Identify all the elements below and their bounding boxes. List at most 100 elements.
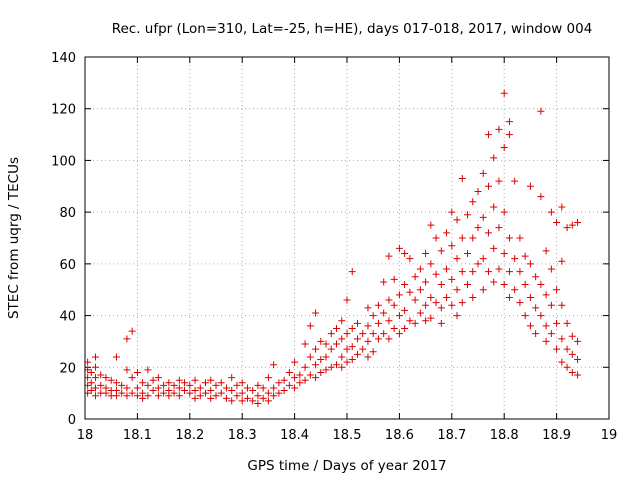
- data-point: [422, 250, 430, 258]
- data-point: [416, 309, 424, 317]
- y-axis-title: STEC from uqrg / TECUs: [6, 157, 22, 319]
- data-point: [437, 319, 445, 327]
- data-point: [474, 187, 482, 195]
- data-point: [139, 394, 147, 402]
- data-point: [395, 330, 403, 338]
- data-point: [353, 319, 361, 327]
- data-point: [191, 376, 199, 384]
- data-point: [411, 296, 419, 304]
- data-point: [448, 208, 456, 216]
- data-point: [139, 379, 147, 387]
- data-point: [553, 319, 561, 327]
- data-point: [401, 281, 409, 289]
- data-point: [312, 309, 320, 317]
- data-point: [406, 255, 414, 263]
- data-point: [500, 144, 508, 151]
- data-point: [91, 392, 99, 400]
- data-point: [505, 131, 513, 139]
- data-point: [558, 335, 566, 343]
- data-point: [537, 312, 545, 320]
- data-point: [306, 371, 314, 379]
- y-tick-label: 60: [59, 258, 76, 273]
- data-point: [91, 374, 99, 382]
- data-point: [469, 268, 477, 276]
- data-point: [574, 356, 582, 364]
- data-point: [432, 270, 440, 278]
- data-point: [390, 301, 398, 309]
- data-point: [464, 211, 472, 219]
- data-point: [191, 387, 199, 395]
- data-point: [432, 234, 440, 242]
- data-point: [333, 340, 341, 348]
- data-point: [296, 379, 304, 387]
- data-point: [327, 330, 335, 338]
- data-point: [149, 387, 157, 395]
- data-point: [133, 384, 141, 392]
- data-point: [537, 107, 545, 115]
- data-point: [385, 252, 393, 260]
- data-point: [479, 286, 487, 294]
- data-point: [422, 301, 430, 309]
- data-point: [547, 208, 555, 216]
- data-point: [505, 118, 513, 126]
- x-tick-label: 18.8: [490, 428, 519, 443]
- data-point: [568, 221, 576, 229]
- data-point: [264, 397, 272, 405]
- data-point: [495, 224, 503, 232]
- data-point: [87, 387, 95, 395]
- data-point: [500, 89, 508, 97]
- data-point: [317, 337, 325, 345]
- data-point: [448, 301, 456, 309]
- data-point: [427, 221, 435, 229]
- data-point: [238, 389, 246, 397]
- data-point: [154, 384, 162, 392]
- data-point: [500, 250, 508, 258]
- data-point: [133, 392, 141, 400]
- data-point: [186, 381, 194, 389]
- data-point: [84, 366, 92, 374]
- data-point: [416, 265, 424, 273]
- data-point: [348, 268, 356, 276]
- data-point: [249, 387, 257, 395]
- data-point: [322, 353, 330, 361]
- data-point: [317, 368, 325, 376]
- data-point: [516, 234, 524, 242]
- data-point: [547, 301, 555, 309]
- data-point: [516, 268, 524, 276]
- data-point: [516, 299, 524, 307]
- data-point: [574, 337, 582, 345]
- data-point: [385, 296, 393, 304]
- data-point: [563, 224, 571, 232]
- data-point: [453, 286, 461, 294]
- data-point: [338, 317, 346, 325]
- data-point: [364, 304, 372, 312]
- data-point: [563, 345, 571, 353]
- data-point: [422, 278, 430, 286]
- data-point: [443, 265, 451, 273]
- data-point: [217, 379, 225, 387]
- data-point: [401, 250, 409, 258]
- data-point: [374, 301, 382, 309]
- data-point: [406, 317, 414, 325]
- data-point: [479, 213, 487, 221]
- data-point: [112, 379, 120, 387]
- data-point: [254, 392, 262, 400]
- data-point: [505, 234, 513, 242]
- data-point: [479, 169, 487, 177]
- x-tick-label: 18.6: [385, 428, 414, 443]
- data-point: [175, 376, 183, 384]
- data-point: [207, 387, 215, 395]
- data-point: [547, 265, 555, 273]
- data-point: [118, 389, 126, 397]
- data-point: [558, 358, 566, 366]
- data-point: [175, 384, 183, 392]
- data-point: [474, 224, 482, 232]
- data-point: [181, 379, 189, 387]
- x-tick-label: 18.2: [175, 428, 204, 443]
- data-point: [338, 335, 346, 343]
- data-point: [301, 363, 309, 371]
- data-point: [416, 286, 424, 294]
- data-point: [181, 387, 189, 395]
- data-point: [343, 296, 351, 304]
- data-point: [401, 306, 409, 314]
